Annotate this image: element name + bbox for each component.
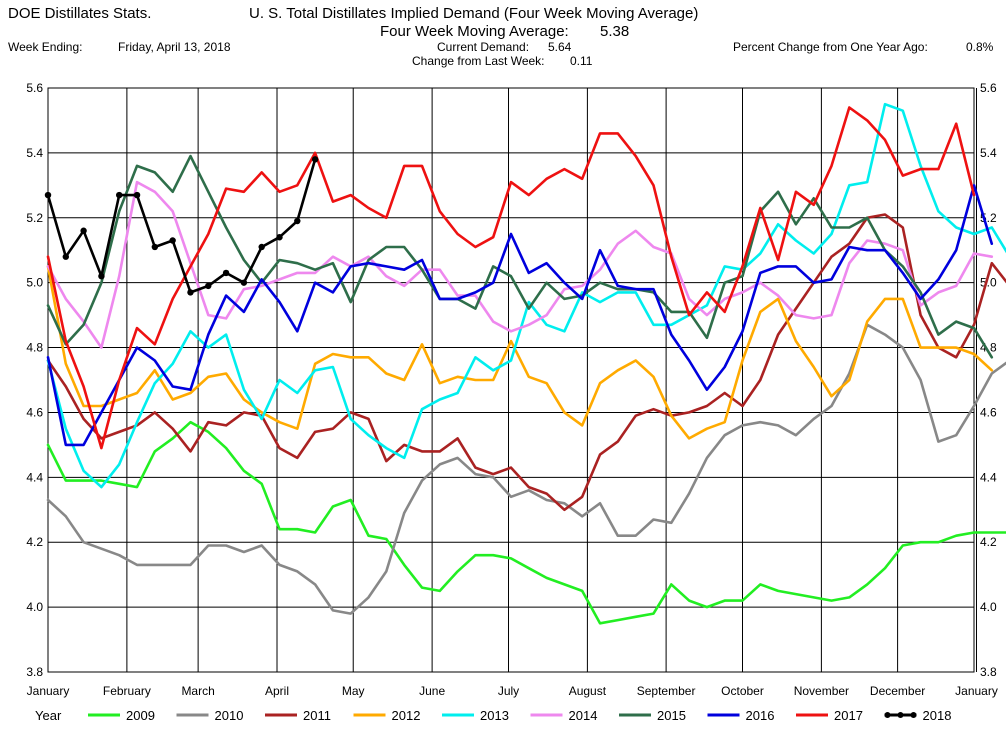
x-tick-label: June (419, 684, 445, 698)
y-tick-label-right: 4.6 (980, 405, 997, 419)
app-title: DOE Distillates Stats. (8, 5, 152, 22)
series-point-2018 (240, 279, 248, 286)
moving-average-label: Four Week Moving Average: (380, 23, 569, 40)
x-tick-label: December (870, 684, 925, 698)
y-tick-label-left: 4.4 (26, 470, 43, 484)
series-line-2013 (46, 102, 1006, 489)
series-point-2018 (98, 272, 105, 280)
x-tick-label: April (265, 684, 289, 698)
series-point-2018 (294, 217, 301, 225)
x-tick-label: March (181, 684, 214, 698)
legend-label-2011: 2011 (303, 708, 331, 723)
x-tick-label: November (794, 684, 849, 698)
series-point-2018 (133, 191, 141, 199)
series-line-2010 (46, 323, 1006, 615)
series-line-2016 (46, 184, 994, 447)
grid-lines (47, 87, 977, 673)
y-tick-label-right: 4.0 (980, 600, 997, 614)
series-point-2018 (222, 269, 230, 277)
legend-label-2018: 2018 (923, 708, 952, 723)
series-point-2018 (151, 243, 159, 251)
series-point-2018 (44, 191, 52, 199)
series-line-2018 (46, 158, 317, 294)
change-from-last-week-value: 0.11 (570, 54, 593, 68)
legend-label-2016: 2016 (746, 708, 775, 723)
legend-title: Year (35, 708, 62, 723)
y-tick-label-left: 5.2 (26, 211, 43, 225)
moving-average-value: 5.38 (600, 23, 630, 40)
legend-label-2009: 2009 (126, 708, 155, 723)
y-tick-label-left: 3.8 (26, 665, 43, 679)
legend-marker-2018 (884, 712, 891, 718)
series-point-2018 (62, 253, 70, 260)
y-tick-label-right: 5.4 (980, 146, 997, 160)
y-tick-label-right: 4.4 (980, 470, 997, 484)
x-tick-label: September (637, 684, 696, 698)
x-tick-label: February (103, 684, 151, 698)
legend-marker-2018 (910, 712, 917, 718)
series-point-2018 (205, 282, 212, 290)
week-ending-label: Week Ending: (8, 40, 83, 54)
series-point-2018 (276, 234, 283, 241)
y-tick-label-left: 5.6 (26, 81, 43, 95)
series-line-2011 (46, 213, 1006, 512)
chart-title: U. S. Total Distillates Implied Demand (… (249, 5, 699, 22)
legend: Year 2009 2010 2011 2012 2013 2014 2015 2016 2017… (35, 708, 951, 723)
x-tick-label: July (498, 684, 519, 698)
current-demand-label: Current Demand: (437, 40, 530, 54)
plot-border (47, 87, 975, 673)
legend-label-2017: 2017 (834, 708, 863, 723)
legend-label-2015: 2015 (657, 708, 686, 723)
x-tick-label: October (721, 684, 764, 698)
series-line-2009 (46, 420, 1006, 625)
legend-marker-2018 (897, 712, 904, 718)
x-tick-label: January (955, 684, 998, 698)
y-tick-label-left: 4.6 (26, 405, 43, 419)
change-from-last-week-label: Change from Last Week: (412, 54, 545, 68)
axes: 3.8 3.84.0 4.04.2 4.24.4 4.44.6 4.64.8 4.85.0 5… (26, 81, 998, 698)
series-line-2015 (46, 154, 994, 359)
y-tick-label-right: 5.6 (980, 81, 997, 95)
legend-label-2014: 2014 (569, 708, 598, 723)
series-point-2018 (311, 156, 319, 163)
current-demand-value: 5.64 (548, 40, 572, 54)
y-tick-label-left: 4.2 (26, 535, 43, 549)
y-tick-label-left: 5.4 (26, 146, 43, 160)
series-point-2018 (169, 237, 176, 244)
series-point-2018 (80, 227, 87, 234)
y-tick-label-left: 5.0 (26, 276, 43, 290)
legend-label-2013: 2013 (480, 708, 509, 723)
legend-label-2010: 2010 (215, 708, 244, 723)
series-point-2018 (258, 243, 265, 251)
y-tick-label-left: 4.8 (26, 341, 43, 355)
x-tick-label: August (569, 684, 607, 698)
series-line-2012 (46, 265, 994, 440)
x-tick-label: January (27, 684, 70, 698)
series-line-2014 (46, 180, 994, 349)
y-tick-label-right: 3.8 (980, 665, 997, 679)
series-point-2018 (187, 289, 194, 296)
legend-label-2012: 2012 (392, 708, 421, 723)
week-ending-value: Friday, April 13, 2018 (118, 40, 231, 54)
series-point-2018 (116, 191, 123, 199)
x-tick-label: May (342, 684, 365, 698)
series-line-2017 (46, 106, 976, 450)
percent-change-label: Percent Change from One Year Ago: (733, 40, 928, 54)
y-tick-label-left: 4.0 (26, 600, 43, 614)
percent-change-value: 0.8% (966, 40, 994, 54)
series-layer (44, 102, 1006, 625)
y-tick-label-right: 4.2 (980, 535, 997, 549)
